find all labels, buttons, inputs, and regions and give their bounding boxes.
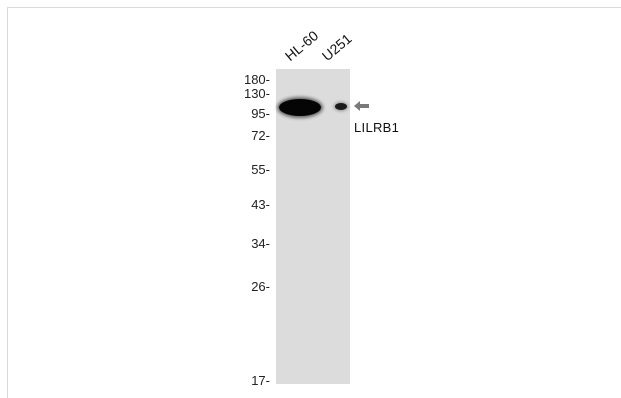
band-hl60 bbox=[279, 99, 321, 116]
mw-marker-43: 43- bbox=[251, 197, 270, 212]
mw-marker-34: 34- bbox=[251, 236, 270, 251]
mw-marker-17: 17- bbox=[251, 373, 270, 388]
figure-frame bbox=[7, 7, 621, 398]
mw-marker-95: 95- bbox=[251, 106, 270, 121]
target-protein-label: LILRB1 bbox=[354, 120, 400, 135]
mw-marker-55: 55- bbox=[251, 162, 270, 177]
blot-membrane bbox=[276, 69, 350, 384]
mw-marker-130: 130- bbox=[243, 86, 270, 101]
mw-marker-180: 180- bbox=[243, 72, 270, 87]
arrow-left-icon bbox=[354, 101, 369, 111]
band-u251 bbox=[335, 103, 347, 110]
mw-marker-72: 72- bbox=[251, 128, 270, 143]
mw-marker-26: 26- bbox=[251, 279, 270, 294]
